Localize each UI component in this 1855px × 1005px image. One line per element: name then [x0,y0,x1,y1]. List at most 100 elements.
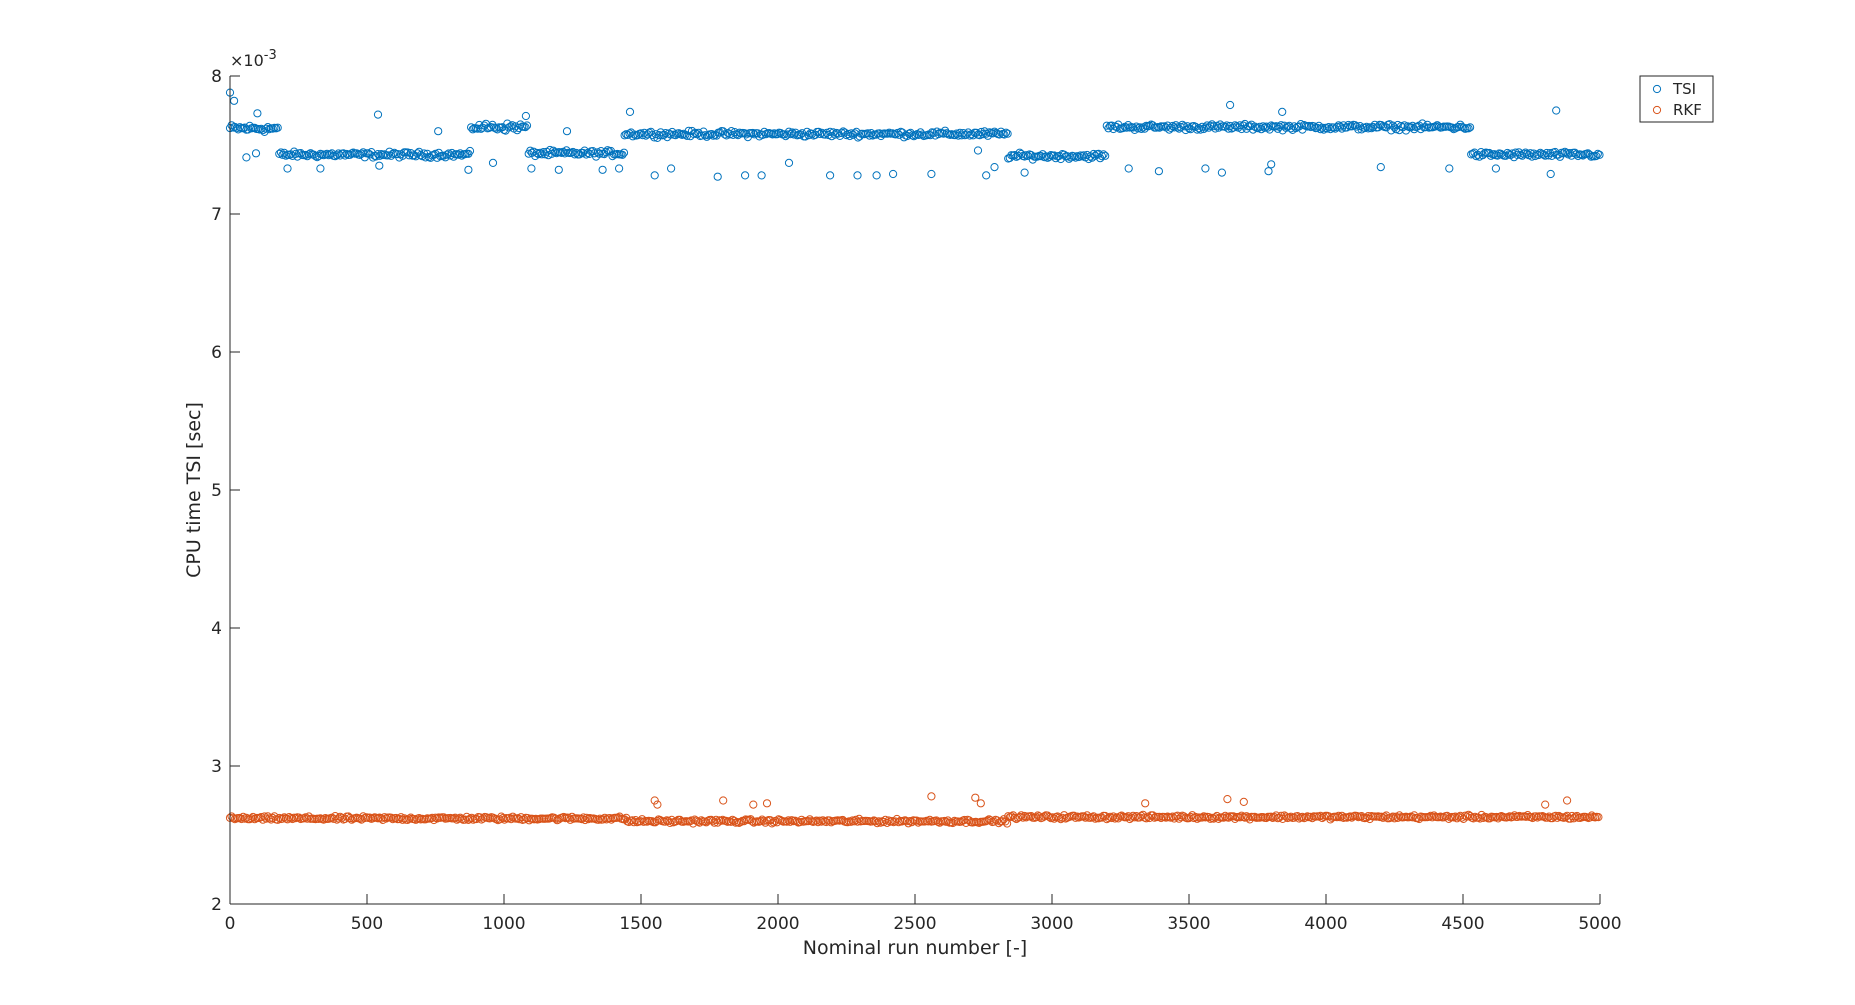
data-point-outlier [554,165,563,174]
data-point [1003,129,1012,138]
data-point [265,814,274,823]
data-point [275,813,284,823]
data-point [1562,148,1571,157]
data-point [1133,124,1143,133]
data-point [482,813,491,822]
data-point [884,816,893,825]
data-point [1469,814,1478,823]
data-point-outlier [1267,160,1276,169]
data-point [485,814,494,823]
data-point [467,813,476,822]
data-point [498,814,507,823]
data-point [1203,121,1212,130]
data-point-outlier [650,796,659,805]
data-point [1170,123,1179,132]
data-point [1286,812,1296,821]
data-point-outlier [615,164,624,173]
data-point [652,817,662,826]
data-point-outlier [762,799,772,808]
data-point [1424,812,1434,821]
data-point [1127,813,1136,822]
data-point [1387,813,1396,822]
data-point [603,146,612,155]
data-point [428,813,437,823]
y-tick-label: 4 [211,619,222,639]
data-point [368,814,378,823]
data-point-outlier [1154,167,1164,176]
data-point [1346,812,1355,821]
data-point [1235,813,1245,822]
data-point [232,124,241,133]
data-point [334,814,343,823]
data-point [262,814,271,823]
data-point [240,814,249,823]
data-point [812,816,821,825]
data-point [1482,813,1491,822]
data-point [1336,813,1345,822]
data-point [1306,812,1315,822]
data-point [1586,813,1595,822]
data-point-outlier [1552,106,1561,115]
data-point-outlier [464,165,473,174]
y-axis-label: CPU time TSI [sec] [183,402,205,578]
legend-label: RKF [1673,101,1702,119]
data-point-outlier [741,171,750,180]
data-point [359,812,368,821]
data-point [784,816,793,825]
data-point [918,130,927,139]
data-point [431,813,440,822]
data-point [235,813,244,823]
data-point [636,817,645,826]
data-point [1544,151,1553,160]
data-point [792,817,801,826]
data-point [1508,812,1518,821]
data-point [1101,151,1110,160]
legend-label: TSI [1672,80,1696,98]
x-tick-label: 4500 [1441,914,1484,934]
data-point [534,150,543,159]
data-point [1519,149,1528,158]
data-point [876,818,885,827]
data-point [748,817,757,826]
data-point-outlier [749,800,758,809]
data-point [1595,150,1604,159]
y-tick-label: 5 [211,481,222,501]
data-point-outlier [1141,799,1150,808]
series-rkf [225,792,1603,828]
data-point [1534,150,1543,160]
axes-layer: 0 500 1000 1500 2000 2500 3000 3500 4000 4500 5000… [211,67,1621,934]
data-point [1069,152,1079,161]
data-point [1132,122,1141,131]
y-axis-exponent-base: ×10 [230,51,264,70]
data-point [237,814,246,824]
data-point [879,817,888,827]
legend: TSI RKF [1639,75,1714,123]
data-point [1253,124,1263,133]
data-point-outlier [1226,100,1235,110]
data-point [1434,122,1444,131]
data-point [977,127,986,137]
x-tick-label: 0 [225,914,236,934]
data-point [373,150,383,159]
data-point [388,149,397,158]
data-point [1074,152,1084,162]
data-point-outlier [826,171,835,180]
data-point [1362,122,1371,132]
data-point [773,130,782,139]
data-point [1447,123,1457,132]
data-point [1523,149,1532,158]
data-point-outlier [927,169,936,179]
data-point [541,150,550,159]
data-point [1360,123,1370,133]
data-point [934,130,943,139]
data-point [1318,123,1327,132]
data-point [500,815,509,824]
data-point-outlier [242,153,251,162]
data-point [847,129,856,138]
data-point [365,813,374,822]
data-point [1393,120,1402,130]
data-point [1472,152,1481,161]
data-point [1193,125,1202,134]
data-point [1428,813,1437,822]
data-point [1020,811,1029,821]
